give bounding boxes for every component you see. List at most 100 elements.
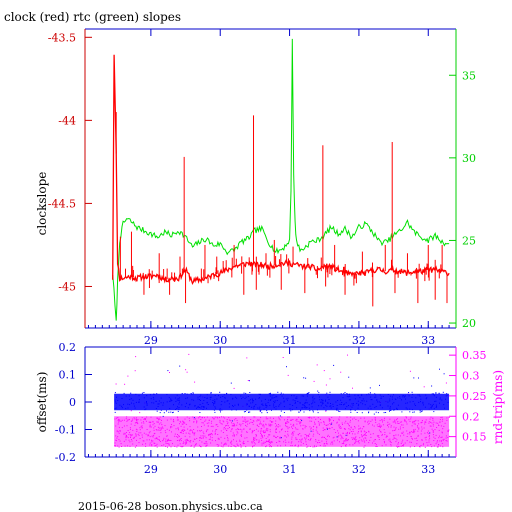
roundtrip-point — [295, 428, 297, 430]
roundtrip-point — [262, 425, 264, 427]
roundtrip-point — [161, 427, 163, 429]
roundtrip-outlier — [186, 371, 188, 373]
roundtrip-point — [396, 439, 398, 441]
roundtrip-point — [265, 423, 267, 425]
offset-outlier — [286, 366, 287, 368]
roundtrip-point — [208, 434, 210, 436]
roundtrip-point — [427, 444, 429, 446]
roundtrip-point — [428, 439, 430, 441]
roundtrip-point — [304, 427, 306, 429]
roundtrip-point — [286, 436, 288, 438]
roundtrip-point — [425, 436, 427, 438]
roundtrip-point — [121, 427, 123, 429]
roundtrip-point — [328, 418, 330, 419]
offset-outlier — [310, 430, 312, 432]
offset-point — [177, 399, 179, 401]
offset-point — [242, 396, 244, 398]
roundtrip-point — [405, 416, 407, 418]
roundtrip-point — [300, 419, 302, 420]
roundtrip-point — [428, 421, 430, 423]
roundtrip-point — [389, 441, 391, 443]
roundtrip-point — [338, 418, 340, 420]
roundtrip-point — [220, 436, 222, 438]
roundtrip-point — [431, 446, 433, 448]
offset-point — [335, 401, 337, 403]
roundtrip-point — [432, 425, 434, 427]
roundtrip-point — [343, 443, 345, 445]
roundtrip-point — [190, 440, 192, 441]
roundtrip-point — [381, 445, 383, 447]
offset-point — [420, 411, 422, 413]
offset-point — [235, 409, 237, 411]
roundtrip-point — [417, 426, 419, 428]
roundtrip-point — [261, 427, 263, 429]
roundtrip-point — [141, 427, 143, 429]
roundtrip-point — [362, 426, 364, 428]
roundtrip-point — [227, 440, 229, 442]
offset-point — [271, 409, 272, 411]
offset-point — [143, 392, 145, 393]
roundtrip-point — [345, 440, 347, 442]
roundtrip-point — [186, 416, 188, 418]
roundtrip-point — [271, 441, 273, 443]
roundtrip-point — [205, 437, 207, 439]
offset-point — [215, 407, 217, 409]
roundtrip-point — [432, 431, 434, 433]
roundtrip-point — [307, 417, 309, 418]
roundtrip-point — [243, 443, 244, 445]
roundtrip-point — [345, 439, 347, 441]
offset-point — [387, 405, 389, 407]
roundtrip-point — [196, 420, 198, 422]
roundtrip-point — [183, 422, 185, 424]
offset-point — [214, 402, 216, 404]
roundtrip-point — [333, 429, 335, 430]
roundtrip-point — [398, 446, 400, 448]
roundtrip-point — [263, 430, 265, 432]
offset-outlier — [413, 377, 415, 379]
offset-point — [218, 395, 219, 397]
top-y-left-tick-label: -43.5 — [48, 31, 76, 44]
roundtrip-point — [446, 419, 448, 421]
roundtrip-point — [285, 426, 287, 428]
offset-point — [371, 399, 373, 401]
roundtrip-point — [129, 432, 131, 434]
roundtrip-point — [310, 438, 312, 440]
roundtrip-point — [202, 422, 204, 424]
roundtrip-point — [291, 438, 293, 440]
roundtrip-point — [161, 426, 163, 428]
footer-caption: 2015-06-28 boson.physics.ubc.ca — [78, 500, 263, 512]
offset-outlier — [231, 420, 233, 422]
offset-point — [283, 397, 285, 399]
roundtrip-point — [199, 446, 201, 447]
roundtrip-point — [183, 426, 185, 428]
offset-point — [367, 393, 369, 395]
roundtrip-point — [149, 424, 151, 426]
offset-point — [431, 393, 433, 395]
roundtrip-point — [192, 416, 194, 418]
roundtrip-point — [228, 417, 230, 419]
roundtrip-point — [149, 426, 151, 428]
roundtrip-point — [184, 442, 186, 444]
offset-point — [442, 391, 444, 393]
offset-point — [431, 406, 433, 408]
roundtrip-point — [440, 437, 442, 438]
offset-point — [231, 409, 233, 411]
roundtrip-point — [117, 445, 119, 447]
roundtrip-point — [130, 437, 131, 438]
roundtrip-point — [249, 428, 251, 430]
bottom-y-left-tick-label: -0.2 — [55, 451, 76, 464]
roundtrip-point — [214, 416, 216, 418]
roundtrip-point — [380, 431, 382, 433]
roundtrip-point — [302, 424, 304, 426]
offset-point — [264, 404, 266, 406]
roundtrip-point — [398, 442, 399, 444]
roundtrip-point — [266, 445, 268, 447]
offset-point — [422, 404, 424, 406]
roundtrip-point — [204, 417, 205, 419]
roundtrip-point — [132, 418, 134, 420]
roundtrip-point — [222, 420, 224, 422]
offset-point — [237, 403, 239, 405]
roundtrip-point — [194, 445, 196, 447]
offset-point — [321, 399, 323, 401]
roundtrip-point — [205, 445, 207, 447]
